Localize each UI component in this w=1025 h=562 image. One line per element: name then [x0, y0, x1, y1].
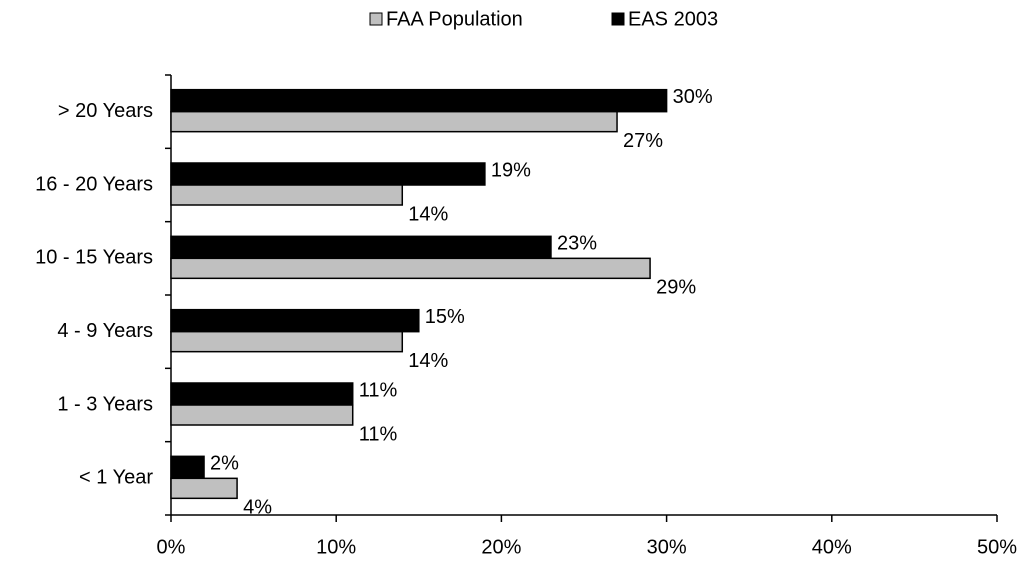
- bar: [170, 184, 404, 206]
- data-label: 15%: [425, 306, 465, 328]
- data-label: 11%: [359, 423, 398, 445]
- data-label: 19%: [491, 159, 531, 181]
- y-tick-label: 16 - 20 Years: [35, 173, 153, 195]
- data-label: 14%: [408, 350, 448, 372]
- y-tick-label: 10 - 15 Years: [35, 247, 153, 269]
- data-label: 29%: [656, 277, 696, 299]
- data-label: 27%: [623, 130, 663, 152]
- data-label: 30%: [673, 86, 713, 108]
- bar: [170, 382, 354, 406]
- x-tick-label: 50%: [977, 536, 1017, 558]
- data-label: 23%: [557, 233, 597, 255]
- data-label: 11%: [359, 379, 398, 401]
- y-tick-label: 1 - 3 Years: [57, 393, 153, 415]
- y-tick-label: < 1 Year: [79, 467, 153, 489]
- bar: [170, 477, 238, 500]
- bar: [170, 162, 486, 186]
- bar: [170, 88, 668, 113]
- bar: [170, 404, 354, 426]
- bar: [170, 257, 651, 280]
- x-tick-label: 40%: [812, 536, 852, 558]
- legend-swatch: [369, 12, 383, 26]
- x-tick-label: 30%: [647, 536, 687, 558]
- legend-label: EAS 2003: [628, 8, 718, 30]
- data-label: 4%: [243, 497, 272, 519]
- y-tick-label: 4 - 9 Years: [57, 320, 153, 342]
- bar: [170, 308, 420, 333]
- bar: [170, 235, 552, 260]
- x-tick-label: 20%: [481, 536, 521, 558]
- x-tick-label: 0%: [157, 536, 186, 558]
- x-tick-label: 10%: [316, 536, 356, 558]
- bar: [170, 110, 618, 133]
- legend-swatch: [611, 12, 625, 26]
- bar: [170, 330, 404, 353]
- y-tick-label: > 20 Years: [58, 100, 153, 122]
- data-label: 14%: [408, 203, 448, 225]
- data-label: 2%: [210, 453, 239, 475]
- legend-label: FAA Population: [386, 8, 523, 30]
- bar: [170, 455, 205, 480]
